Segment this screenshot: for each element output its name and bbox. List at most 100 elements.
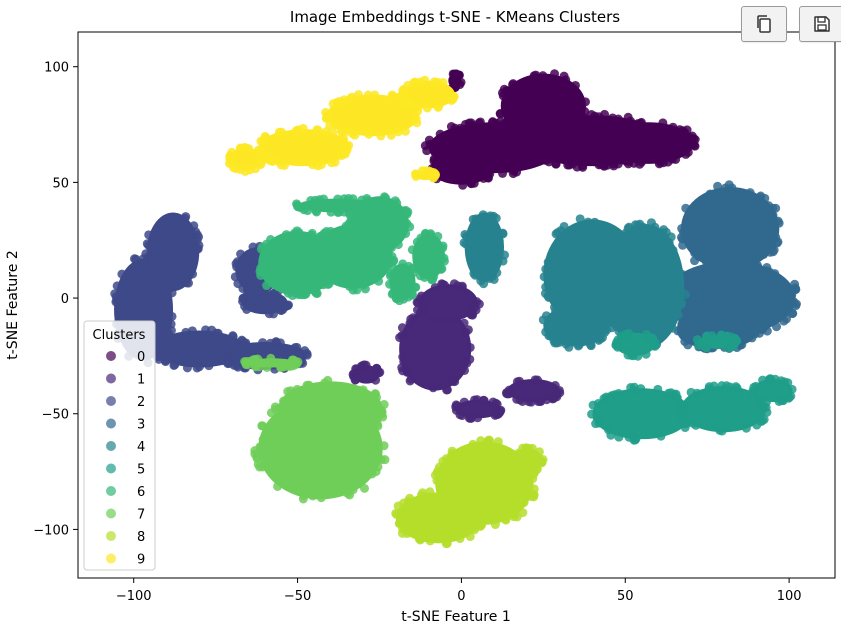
cluster-4-point [605, 257, 615, 267]
legend-marker-5 [106, 463, 116, 474]
cluster-6-point [348, 194, 358, 204]
cluster-9-point [227, 147, 237, 157]
cluster-4-point [469, 268, 479, 278]
cluster-5-point [732, 336, 742, 346]
y-tick-label: −50 [42, 408, 69, 423]
cluster-2-point [170, 360, 180, 370]
cluster-1-point [462, 358, 472, 368]
cluster-8-point [493, 437, 503, 447]
cluster-4-point [588, 302, 598, 312]
cluster-6-point [387, 251, 397, 261]
cluster-1-series [348, 279, 565, 423]
plot-frame [77, 31, 836, 579]
cluster-2-point [268, 309, 278, 319]
cluster-3-point [771, 203, 781, 213]
cluster-1-point [430, 282, 440, 292]
cluster-7-point [257, 421, 267, 431]
cluster-5-point [628, 351, 638, 361]
cluster-7-point [273, 481, 283, 491]
cluster-6-point [436, 264, 446, 274]
cluster-8-point [506, 460, 516, 470]
cluster-2-point [241, 291, 251, 301]
cluster-7-point [241, 360, 251, 370]
cluster-0-point [568, 159, 578, 169]
cluster-0-point [526, 149, 536, 159]
cluster-0-point [602, 127, 612, 137]
cluster-6-series [255, 192, 449, 306]
cluster-8-point [524, 443, 534, 453]
cluster-8-point [395, 518, 405, 528]
cluster-5-point [591, 419, 601, 429]
cluster-0-point [446, 121, 456, 131]
cluster-9-point [274, 127, 284, 137]
cluster-7-point [373, 462, 383, 472]
cluster-4-point [484, 274, 494, 284]
cluster-1-point [526, 397, 536, 407]
cluster-0-point [425, 139, 435, 149]
cluster-2-point [161, 357, 171, 367]
cluster-1-point [547, 392, 557, 402]
cluster-6-point [360, 284, 370, 294]
cluster-0-point [541, 155, 551, 165]
cluster-0-point [513, 119, 523, 129]
legend-entries: 0 1 2 3 4 5 6 7 8 9 [106, 350, 145, 568]
y-tick-label: −100 [33, 523, 69, 538]
cluster-5-point [642, 329, 652, 339]
cluster-1-point [473, 413, 483, 423]
cluster-3-point [774, 218, 784, 228]
legend-marker-0 [106, 351, 116, 361]
cluster-5-point [614, 432, 624, 442]
cluster-8-point [532, 465, 542, 475]
cluster-0-point [455, 123, 465, 133]
cluster-6-point [407, 245, 417, 255]
cluster-7-point [292, 359, 302, 369]
cluster-0-point [509, 166, 519, 176]
cluster-5-point [758, 375, 768, 385]
cluster-9-point [354, 90, 364, 100]
cluster-5-point [604, 425, 614, 435]
legend-marker-7 [106, 508, 116, 519]
cluster-0-point [570, 80, 580, 90]
y-tick-label: 50 [52, 176, 69, 191]
cluster-9-point [256, 158, 266, 168]
cluster-9-point [376, 131, 386, 141]
cluster-3-point [716, 254, 726, 264]
cluster-3-point [727, 255, 737, 265]
cluster-7-point [365, 419, 375, 429]
cluster-4-point [551, 229, 561, 239]
cluster-0-point [445, 153, 455, 163]
cluster-1-point [446, 315, 456, 325]
cluster-4-point [471, 214, 481, 224]
cluster-6-point [303, 206, 313, 216]
cluster-1-point [415, 294, 425, 304]
cluster-6-point [408, 268, 418, 278]
cluster-3-point [697, 312, 707, 322]
cluster-6-point [311, 247, 321, 257]
legend-marker-6 [106, 486, 116, 496]
cluster-8-point [537, 458, 547, 468]
cluster-2-point [204, 361, 214, 371]
cluster-7-point [252, 453, 262, 463]
cluster-4-point [492, 268, 502, 278]
cluster-9-point [401, 126, 411, 136]
cluster-1-point [397, 323, 407, 333]
cluster-1-point [518, 396, 528, 406]
cluster-2-point [158, 332, 168, 342]
cluster-1-point [403, 367, 413, 377]
cluster-1-point [460, 365, 470, 375]
copy-button[interactable] [741, 6, 787, 42]
x-tick-label: −50 [284, 589, 311, 604]
cluster-7-point [316, 432, 326, 442]
cluster-0-point [469, 178, 479, 188]
cluster-3-point [683, 340, 693, 350]
cluster-4-point [564, 342, 574, 352]
cluster-9-point [363, 90, 373, 100]
cluster-0-point [624, 156, 634, 166]
cluster-2-point [229, 341, 239, 351]
cluster-9-point [401, 98, 411, 108]
save-button[interactable] [799, 6, 841, 42]
cluster-4-point [676, 299, 686, 309]
cluster-2-point [112, 281, 122, 291]
cluster-7-series [240, 353, 390, 504]
cluster-2-point [258, 338, 268, 348]
